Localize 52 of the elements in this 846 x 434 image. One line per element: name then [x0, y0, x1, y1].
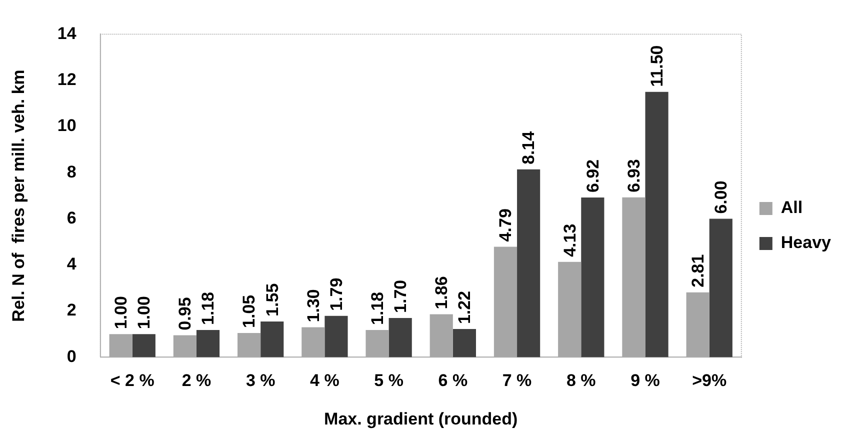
legend-label: All [780, 198, 803, 218]
x-tick-label: 7 % [502, 371, 532, 390]
data-label: 0.95 [176, 297, 195, 330]
data-label: 1.70 [391, 280, 410, 313]
legend-label: Heavy [780, 233, 832, 252]
x-axis-title: Max. gradient (rounded) [324, 409, 518, 428]
data-label: 6.00 [712, 180, 731, 214]
x-tick-label: 8 % [566, 371, 596, 390]
bar [324, 316, 348, 358]
bar [517, 169, 540, 358]
data-label: 1.22 [455, 290, 474, 324]
data-label: 1.79 [326, 278, 346, 311]
bar [196, 330, 220, 358]
data-label: 8.14 [519, 130, 538, 164]
data-label: 4.13 [560, 224, 580, 257]
y-tick-label: 14 [57, 24, 77, 43]
data-label: 1.05 [240, 294, 259, 328]
data-label: 2.81 [688, 254, 708, 288]
data-label: 1.18 [368, 292, 387, 325]
data-label: 1.00 [112, 296, 131, 330]
data-label: 11.50 [647, 45, 666, 87]
x-tick-label: 6 % [438, 371, 468, 390]
bar [452, 329, 476, 358]
bar [388, 318, 412, 358]
bar [645, 92, 668, 358]
x-tick-label: 5 % [374, 371, 404, 390]
data-label: 1.00 [134, 296, 154, 330]
y-tick-label: 8 [66, 162, 76, 182]
x-tick-label: < 2 % [110, 371, 154, 390]
x-tick-label: 4 % [310, 371, 340, 390]
y-tick-label: 2 [66, 300, 76, 320]
data-label: 6.93 [624, 159, 644, 192]
y-axis-title: Rel. N of fires per mill. veh. km [8, 70, 28, 322]
data-label: 1.86 [432, 276, 452, 310]
x-tick-label: 3 % [246, 371, 276, 390]
data-label: 1.30 [304, 289, 323, 322]
data-label: 4.79 [496, 208, 516, 242]
bar [581, 198, 604, 358]
bar [132, 334, 156, 358]
x-tick-label: 9 % [630, 371, 660, 390]
y-tick-label: 12 [57, 70, 76, 90]
y-tick-label: 10 [57, 116, 76, 136]
data-label: 1.55 [262, 283, 282, 316]
y-tick-label: 0 [66, 346, 76, 366]
x-tick-label: >9% [692, 371, 727, 390]
x-tick-label: 2 % [182, 371, 212, 390]
data-label: 6.92 [583, 159, 602, 193]
data-label: 1.18 [198, 292, 218, 325]
bar [260, 321, 284, 358]
y-tick-label: 6 [66, 208, 76, 228]
bar [709, 218, 732, 358]
y-tick-label: 4 [66, 254, 77, 274]
